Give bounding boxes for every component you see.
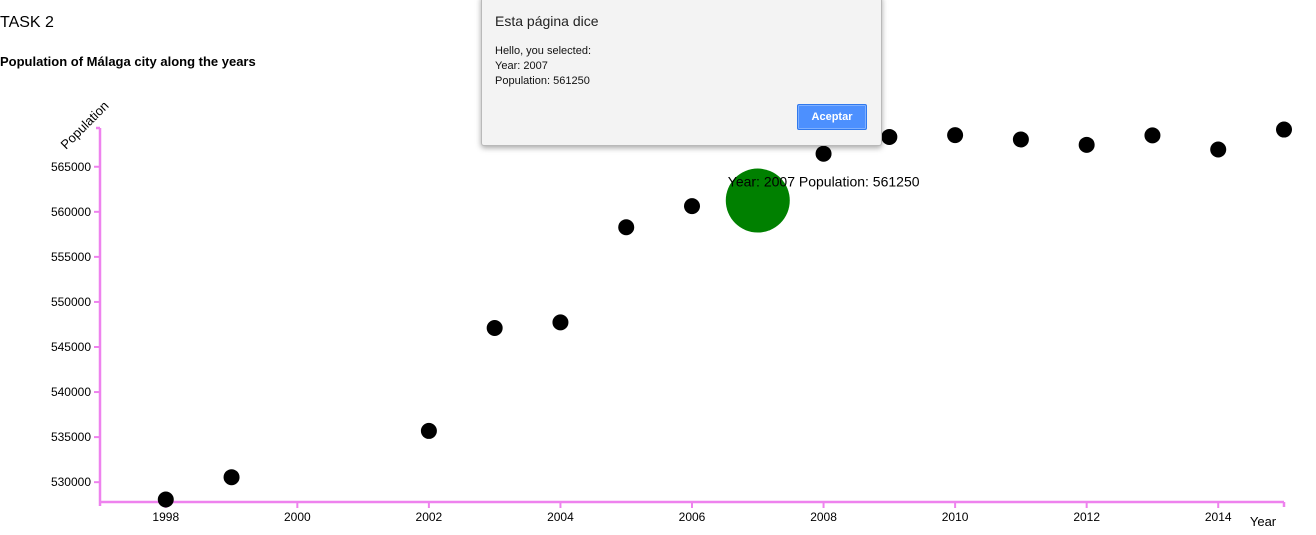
x-tick-label: 2004 <box>547 510 574 524</box>
y-axis-title: Population <box>58 98 112 152</box>
point-tooltip: Year: 2007 Population: 561250 <box>728 174 920 190</box>
accept-button[interactable]: Aceptar <box>797 104 867 130</box>
dialog-line: Population: 561250 <box>495 75 590 87</box>
data-point[interactable] <box>223 469 240 486</box>
data-point[interactable] <box>881 128 898 145</box>
data-point[interactable] <box>1276 121 1292 138</box>
dialog-line: Year: 2007 <box>495 60 548 72</box>
data-point[interactable] <box>1210 141 1227 158</box>
y-tick-label: 535000 <box>51 430 91 444</box>
y-tick-label: 555000 <box>51 250 91 264</box>
x-tick-label: 1998 <box>152 510 179 524</box>
data-point[interactable] <box>1078 136 1095 153</box>
x-tick-label: 2012 <box>1073 510 1100 524</box>
data-point[interactable] <box>815 145 832 162</box>
chart-subtitle: Population of Málaga city along the year… <box>0 54 256 69</box>
y-tick-label: 560000 <box>51 205 91 219</box>
data-point[interactable] <box>947 127 964 144</box>
x-tick-label: 2010 <box>942 510 969 524</box>
data-point[interactable] <box>618 219 635 236</box>
data-point[interactable] <box>552 314 569 331</box>
data-point[interactable] <box>157 491 174 508</box>
x-tick-label: 2002 <box>416 510 443 524</box>
y-tick-label: 530000 <box>51 475 91 489</box>
y-tick-label: 545000 <box>51 340 91 354</box>
data-point[interactable] <box>486 320 503 337</box>
y-tick-label: 540000 <box>51 385 91 399</box>
x-tick-label: 2014 <box>1205 510 1232 524</box>
x-tick-label: 2000 <box>284 510 311 524</box>
x-axis-title: Year <box>1250 514 1277 529</box>
data-point[interactable] <box>420 422 437 439</box>
y-tick-label: 550000 <box>51 295 91 309</box>
alert-dialog: Esta página dice Hello, you selected: Ye… <box>481 0 882 146</box>
x-tick-label: 2006 <box>679 510 706 524</box>
dialog-message: Hello, you selected: Year: 2007 Populati… <box>495 44 591 89</box>
data-point[interactable] <box>1144 127 1161 144</box>
highlighted-data-point[interactable] <box>725 168 790 233</box>
y-tick-label: 565000 <box>51 160 91 174</box>
data-point[interactable] <box>1012 131 1029 148</box>
dialog-title: Esta página dice <box>495 13 599 29</box>
data-point[interactable] <box>684 198 700 215</box>
x-tick-label: 2008 <box>810 510 837 524</box>
task-title: TASK 2 <box>0 14 54 31</box>
dialog-line: Hello, you selected: <box>495 45 591 57</box>
